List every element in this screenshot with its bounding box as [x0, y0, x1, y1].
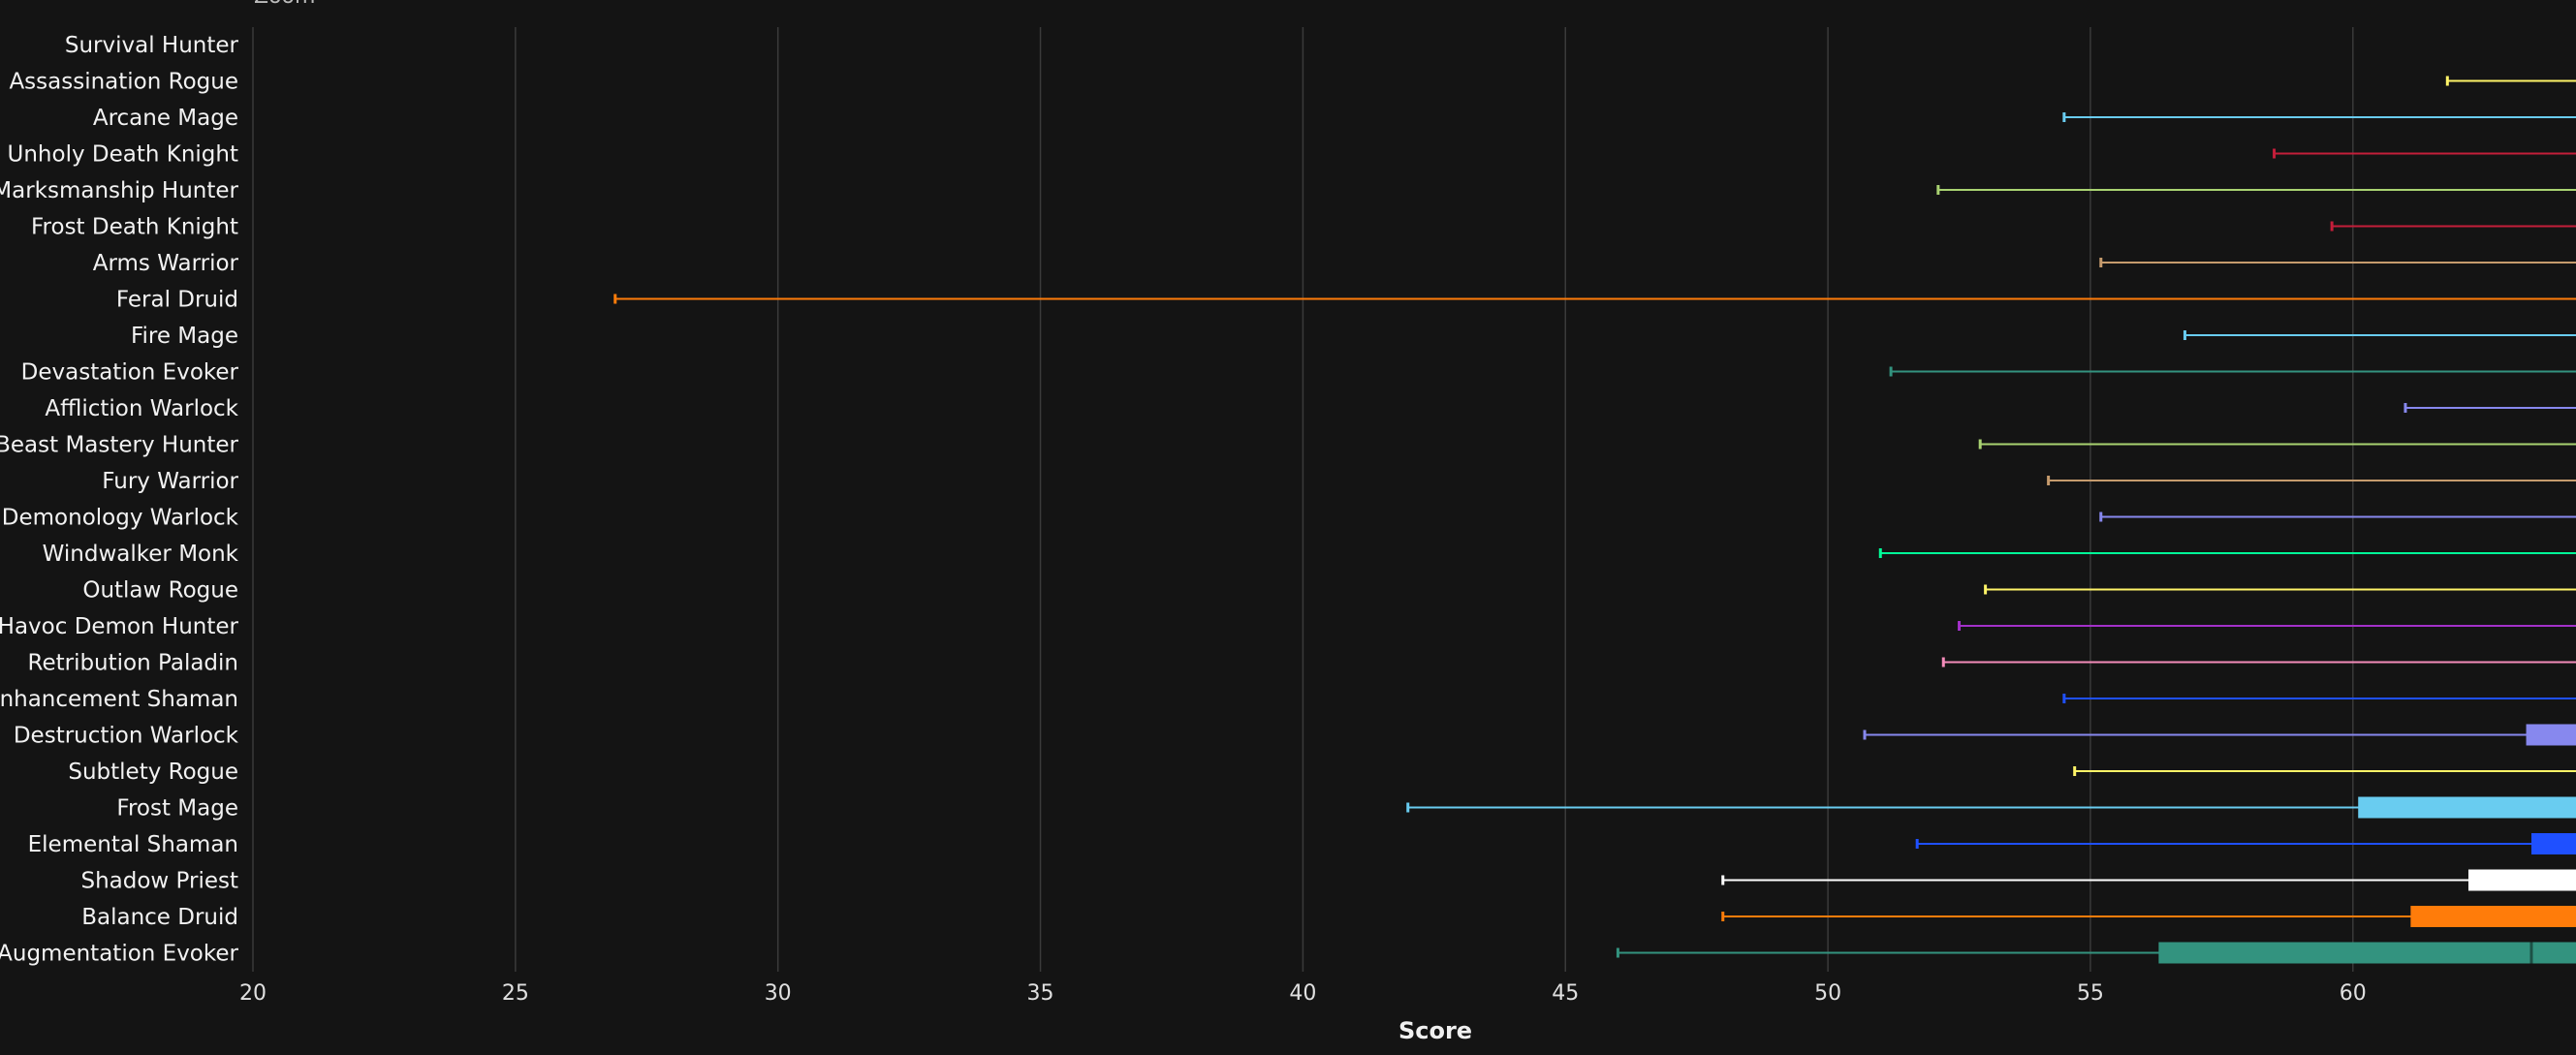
- category-label: Balance Druid: [81, 905, 238, 930]
- category-label: Frost Death Knight: [31, 215, 238, 240]
- grid-lines: [252, 27, 2354, 972]
- category-label: Outlaw Rogue: [82, 578, 238, 604]
- iqr-box[interactable]: [2530, 833, 2576, 854]
- box-row[interactable]: [2062, 107, 2576, 128]
- zoom-label[interactable]: Zoom: [254, 0, 315, 9]
- category-label: Elemental Shaman: [28, 832, 238, 857]
- box-row[interactable]: [1863, 724, 2576, 746]
- category-label: Destruction Warlock: [14, 724, 239, 749]
- box-row[interactable]: [2073, 760, 2576, 782]
- box-row[interactable]: [1721, 906, 2576, 927]
- category-label: Shadow Priest: [80, 869, 238, 894]
- box-row[interactable]: [1915, 833, 2576, 854]
- box-row[interactable]: [613, 289, 2576, 310]
- category-label: Devastation Evoker: [21, 360, 239, 386]
- category-label: Assassination Rogue: [9, 70, 238, 95]
- category-label: Marksmanship Hunter: [0, 178, 239, 203]
- category-label: Windwalker Monk: [43, 542, 239, 567]
- box-row[interactable]: [2099, 252, 2576, 273]
- box-row[interactable]: [2273, 143, 2576, 165]
- category-label: Fire Mage: [131, 324, 238, 349]
- category-label: Affliction Warlock: [45, 396, 238, 421]
- iqr-box[interactable]: [2158, 942, 2576, 964]
- category-label: Survival Hunter: [65, 33, 239, 58]
- box-row[interactable]: [1978, 434, 2576, 455]
- box-row[interactable]: [2062, 688, 2576, 709]
- box-row[interactable]: [1721, 869, 2576, 891]
- category-label: Arms Warrior: [93, 251, 239, 276]
- box-row[interactable]: [1889, 361, 2576, 383]
- x-axis-title: Score: [1398, 1017, 1472, 1044]
- box-row[interactable]: [1406, 796, 2576, 819]
- iqr-box[interactable]: [2526, 724, 2576, 746]
- x-tick-label: 25: [502, 981, 529, 1006]
- box-row[interactable]: [1941, 652, 2576, 673]
- x-tick-label: 30: [765, 981, 792, 1006]
- category-label: Fury Warrior: [102, 469, 238, 494]
- x-tick-label: 40: [1289, 981, 1316, 1006]
- x-axis-ticks: 20253035404550556065707580859095100105: [239, 981, 2367, 1006]
- x-tick-label: 60: [2340, 981, 2367, 1006]
- box-row[interactable]: [1936, 179, 2576, 201]
- category-label: Enhancement Shaman: [0, 687, 238, 712]
- box-row[interactable]: [1958, 615, 2576, 636]
- x-tick-label: 55: [2077, 981, 2104, 1006]
- iqr-box[interactable]: [2358, 796, 2576, 819]
- box-row[interactable]: [2445, 71, 2576, 92]
- box-row[interactable]: [1984, 579, 2576, 601]
- box-row[interactable]: [1616, 942, 2576, 964]
- box-row[interactable]: [2099, 507, 2576, 528]
- category-label: Frost Mage: [116, 796, 238, 822]
- box-row[interactable]: [2330, 216, 2576, 237]
- box-row[interactable]: [2403, 397, 2576, 419]
- category-label: Demonology Warlock: [2, 506, 239, 531]
- box-row[interactable]: [2047, 470, 2576, 491]
- iqr-box[interactable]: [2410, 906, 2576, 927]
- category-labels: Survival Hunter Assassination Rogue Arcane…: [0, 33, 239, 967]
- category-label: Unholy Death Knight: [8, 142, 238, 168]
- box-row[interactable]: [1878, 543, 2576, 564]
- category-label: Havoc Demon Hunter: [0, 614, 239, 639]
- x-tick-label: 50: [1814, 981, 1841, 1006]
- box-row[interactable]: [2183, 325, 2576, 346]
- category-label: Subtlety Rogue: [68, 760, 238, 785]
- category-label: Beast Mastery Hunter: [0, 433, 239, 458]
- category-label: Feral Druid: [116, 288, 238, 313]
- box-series: [613, 71, 2576, 964]
- x-tick-label: 35: [1027, 981, 1054, 1006]
- x-tick-label: 20: [239, 981, 267, 1006]
- category-label: Retribution Paladin: [28, 651, 239, 676]
- category-label: Arcane Mage: [93, 106, 238, 131]
- category-label: Augmentation Evoker: [0, 942, 239, 967]
- x-tick-label: 45: [1552, 981, 1579, 1006]
- iqr-box[interactable]: [2467, 869, 2576, 891]
